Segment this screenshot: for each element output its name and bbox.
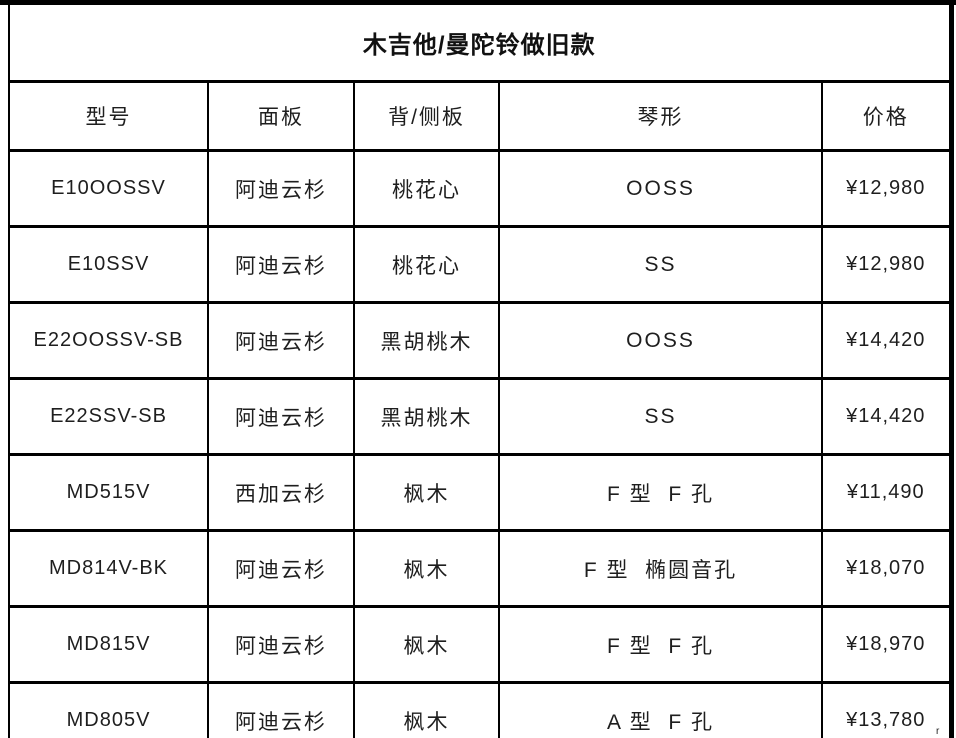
shape-cell: SS: [498, 225, 823, 304]
back-side-cell: 枫木: [353, 605, 500, 684]
back-side-cell: 黑胡桃木: [353, 301, 500, 380]
top-wood-cell: 阿迪云杉: [207, 529, 355, 608]
top-border-line: [0, 0, 956, 5]
price-cell: ¥14,420: [821, 301, 952, 380]
price-cell: ¥18,070: [821, 529, 952, 608]
price-cell: ¥14,420: [821, 377, 952, 456]
price-cell: ¥13,780: [821, 681, 952, 738]
column-header-back-side: 背/侧板: [353, 80, 500, 152]
model-cell: MD805V: [8, 681, 209, 738]
back-side-cell: 桃花心: [353, 149, 500, 228]
back-side-cell: 黑胡桃木: [353, 377, 500, 456]
table-row: MD814V-BK 阿迪云杉 枫木 F 型 椭圆音孔 ¥18,070: [8, 529, 952, 608]
table-row: E10OOSSV 阿迪云杉 桃花心 OOSS ¥12,980: [8, 149, 952, 228]
top-wood-cell: 阿迪云杉: [207, 225, 355, 304]
top-wood-cell: 阿迪云杉: [207, 377, 355, 456]
top-wood-cell: 阿迪云杉: [207, 149, 355, 228]
top-wood-cell: 阿迪云杉: [207, 605, 355, 684]
column-header-shape: 琴形: [498, 80, 823, 152]
price-table: 木吉他/曼陀铃做旧款 型号 面板 背/侧板 琴形 价格 E10OOSSV 阿迪云…: [8, 5, 954, 738]
top-wood-cell: 阿迪云杉: [207, 301, 355, 380]
shape-cell: F 型 F 孔: [498, 605, 823, 684]
table-row: MD805V 阿迪云杉 枫木 A 型 F 孔 ¥13,780: [8, 681, 952, 738]
back-side-cell: 枫木: [353, 681, 500, 738]
shape-cell: SS: [498, 377, 823, 456]
table-row: E22SSV-SB 阿迪云杉 黑胡桃木 SS ¥14,420: [8, 377, 952, 456]
column-header-model: 型号: [8, 80, 209, 152]
shape-cell: F 型 F 孔: [498, 453, 823, 532]
back-side-cell: 枫木: [353, 529, 500, 608]
model-cell: MD515V: [8, 453, 209, 532]
price-cell: ¥12,980: [821, 225, 952, 304]
table-row: E22OOSSV-SB 阿迪云杉 黑胡桃木 OOSS ¥14,420: [8, 301, 952, 380]
model-cell: MD814V-BK: [8, 529, 209, 608]
shape-cell: F 型 椭圆音孔: [498, 529, 823, 608]
back-side-cell: 桃花心: [353, 225, 500, 304]
model-cell: E22SSV-SB: [8, 377, 209, 456]
model-cell: E10OOSSV: [8, 149, 209, 228]
shape-cell: A 型 F 孔: [498, 681, 823, 738]
table-row: E10SSV 阿迪云杉 桃花心 SS ¥12,980: [8, 225, 952, 304]
price-cell: ¥11,490: [821, 453, 952, 532]
corner-artifact-mark: r: [936, 726, 940, 737]
table-header-row: 型号 面板 背/侧板 琴形 价格: [8, 80, 952, 152]
table-row: MD515V 西加云杉 枫木 F 型 F 孔 ¥11,490: [8, 453, 952, 532]
back-side-cell: 枫木: [353, 453, 500, 532]
shape-cell: OOSS: [498, 149, 823, 228]
shape-cell: OOSS: [498, 301, 823, 380]
model-cell: MD815V: [8, 605, 209, 684]
model-cell: E10SSV: [8, 225, 209, 304]
table-title: 木吉他/曼陀铃做旧款: [8, 5, 952, 83]
top-wood-cell: 西加云杉: [207, 453, 355, 532]
model-cell: E22OOSSV-SB: [8, 301, 209, 380]
column-header-price: 价格: [821, 80, 952, 152]
price-cell: ¥12,980: [821, 149, 952, 228]
table-row: MD815V 阿迪云杉 枫木 F 型 F 孔 ¥18,970: [8, 605, 952, 684]
price-cell: ¥18,970: [821, 605, 952, 684]
table-title-row: 木吉他/曼陀铃做旧款: [8, 5, 952, 83]
column-header-top-wood: 面板: [207, 80, 355, 152]
top-wood-cell: 阿迪云杉: [207, 681, 355, 738]
